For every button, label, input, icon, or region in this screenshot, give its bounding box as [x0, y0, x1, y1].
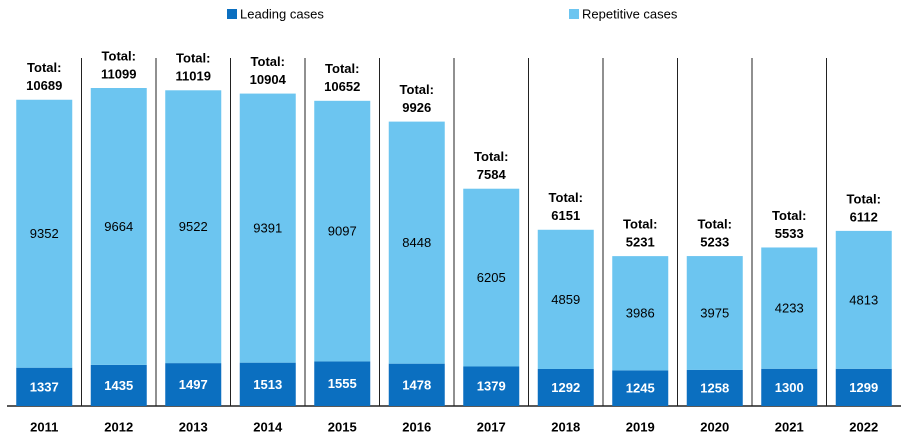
x-tick-label: 2021 [775, 419, 804, 434]
value-label: 1379 [477, 379, 506, 394]
bar-segment [165, 90, 222, 364]
value-label: 1497 [179, 377, 208, 392]
x-tick-label: 2017 [477, 419, 506, 434]
value-label: 9522 [179, 219, 208, 234]
bar-segment [686, 369, 743, 406]
value-label: 3986 [626, 306, 655, 321]
value-label: 1435 [104, 378, 133, 393]
total-value: 10689 [26, 78, 62, 93]
total-caption: Total: [474, 149, 508, 164]
value-label: 4813 [849, 292, 878, 307]
x-tick-label: 2022 [849, 419, 878, 434]
value-label: 1245 [626, 381, 655, 396]
value-label: 9391 [253, 221, 282, 236]
bar-segment [835, 230, 892, 369]
x-tick-label: 2014 [253, 419, 283, 434]
bar-segment [314, 361, 371, 406]
total-value: 11019 [176, 69, 211, 84]
x-tick-label: 2020 [700, 419, 729, 434]
value-label: 1555 [328, 376, 357, 391]
bar-segment [16, 99, 73, 368]
bar-segment [612, 370, 669, 406]
legend-swatch [227, 9, 237, 19]
bar-segment [835, 368, 892, 406]
bar-segment [537, 368, 594, 406]
bar-segment [314, 100, 371, 362]
x-tick-label: 2012 [104, 419, 133, 434]
value-label: 1337 [30, 379, 59, 394]
bar-segment [388, 121, 445, 364]
total-caption: Total: [772, 208, 806, 223]
total-value: 6112 [850, 209, 878, 224]
x-tick-label: 2015 [328, 419, 357, 434]
value-label: 1300 [775, 380, 804, 395]
total-value: 5233 [700, 235, 729, 250]
total-caption: Total: [27, 60, 61, 75]
bar-segment [239, 93, 296, 363]
legend-swatch [569, 9, 579, 19]
total-caption: Total: [176, 51, 210, 66]
bar-segment [612, 256, 669, 371]
total-caption: Total: [847, 191, 881, 206]
bar-segment [388, 363, 445, 406]
value-label: 1292 [551, 380, 580, 395]
value-label: 3975 [700, 305, 729, 320]
total-value: 6151 [551, 208, 580, 223]
value-label: 1299 [849, 380, 878, 395]
legend-label: Leading cases [240, 6, 324, 21]
x-tick-label: 2018 [551, 419, 580, 434]
value-label: 6205 [477, 270, 506, 285]
total-value: 7584 [477, 167, 507, 182]
total-value: 9926 [402, 100, 431, 115]
value-label: 4233 [775, 301, 804, 316]
total-caption: Total: [400, 82, 434, 97]
bar-segment [16, 367, 73, 406]
bar-segment [239, 362, 296, 406]
value-label: 1258 [700, 380, 729, 395]
bar-segment [90, 364, 147, 406]
bar-segment [761, 247, 818, 369]
total-value: 5533 [775, 226, 804, 241]
bar-segment [463, 188, 520, 367]
x-tick-label: 2019 [626, 419, 655, 434]
bar-segment [463, 366, 520, 406]
total-caption: Total: [623, 217, 657, 232]
total-caption: Total: [325, 61, 359, 76]
bar-segment [686, 256, 743, 370]
total-caption: Total: [251, 54, 285, 69]
total-value: 10904 [250, 72, 287, 87]
total-caption: Total: [698, 217, 732, 232]
total-value: 11099 [101, 66, 136, 81]
total-value: 10652 [324, 79, 360, 94]
value-label: 4859 [551, 292, 580, 307]
value-label: 9097 [328, 224, 357, 239]
value-label: 8448 [402, 235, 431, 250]
value-label: 9352 [30, 226, 59, 241]
value-label: 1513 [253, 377, 282, 392]
x-tick-label: 2011 [30, 419, 58, 434]
total-value: 5231 [626, 235, 655, 250]
x-tick-label: 2016 [402, 419, 431, 434]
bar-segment [90, 88, 147, 365]
x-tick-label: 2013 [179, 419, 208, 434]
value-label: 1478 [402, 377, 431, 392]
value-label: 9664 [104, 219, 133, 234]
bar-segment [761, 368, 818, 406]
total-caption: Total: [549, 190, 583, 205]
legend-label: Repetitive cases [582, 6, 678, 21]
bar-segment [537, 229, 594, 369]
total-caption: Total: [102, 48, 136, 63]
bar-segment [165, 363, 222, 406]
